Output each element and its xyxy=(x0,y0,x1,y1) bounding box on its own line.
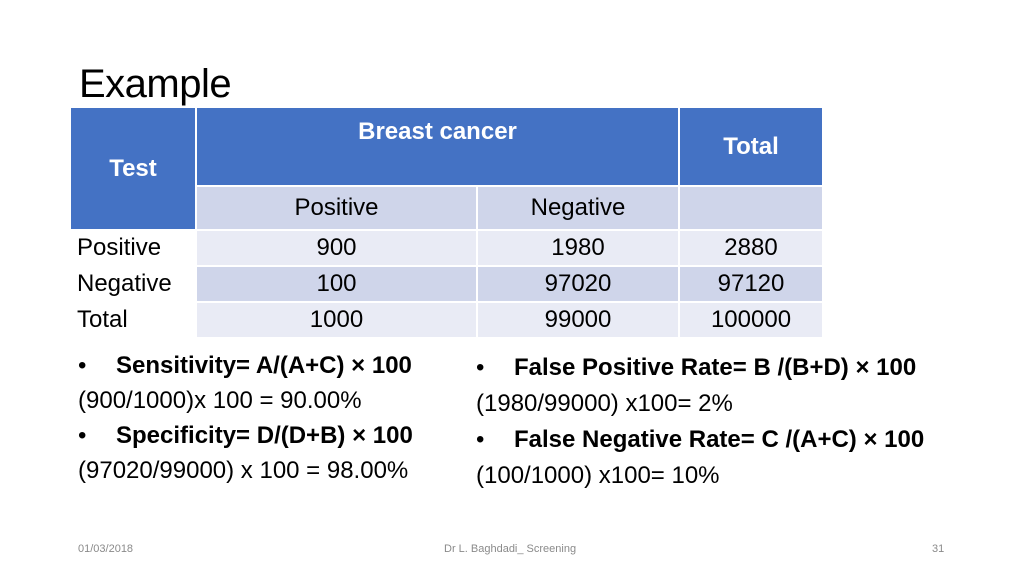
sensitivity-label: Sensitivity= A/(A+C) × 100 xyxy=(116,352,412,379)
bullet-icon: • xyxy=(476,426,485,453)
breast-cancer-label: Breast cancer xyxy=(358,118,517,145)
cell-negative-total: 97120 xyxy=(680,267,822,301)
fnr-label: False Negative Rate= C /(A+C) × 100 xyxy=(514,426,925,453)
fnr-calc: (100/1000) x100= 10% xyxy=(476,462,720,489)
cell-positive-negative: 1980 xyxy=(478,231,678,265)
cell-total-total: 100000 xyxy=(680,303,822,337)
bullet-icon: • xyxy=(78,352,87,379)
row-label-negative: Negative xyxy=(71,267,195,301)
fpr-label: False Positive Rate= B /(B+D) × 100 xyxy=(514,354,917,381)
cell-total-negative: 99000 xyxy=(478,303,678,337)
test-header: Test xyxy=(71,108,195,229)
right-formulas: • False Positive Rate= B /(B+D) × 100 (19… xyxy=(476,350,996,494)
total-header: Total xyxy=(680,108,822,185)
cell-negative-negative: 97020 xyxy=(478,267,678,301)
negative-column-header: Negative xyxy=(478,187,678,229)
cell-positive-total: 2880 xyxy=(680,231,822,265)
specificity-calc: (97020/99000) x 100 = 98.00% xyxy=(78,457,409,484)
positive-column-header: Positive xyxy=(197,187,476,229)
specificity-label: Specificity= D/(D+B) × 100 xyxy=(116,422,413,449)
bullet-icon: • xyxy=(78,422,87,449)
row-label-positive: Positive xyxy=(71,231,195,265)
fpr-formula: • False Positive Rate= B /(B+D) × 100 xyxy=(476,350,996,386)
footer-date: 01/03/2018 xyxy=(78,543,134,555)
breast-cancer-header: Breast cancer xyxy=(197,108,678,185)
left-formulas: • Sensitivity= A/(A+C) × 100 (900/1000)x … xyxy=(78,348,468,488)
bullet-icon: • xyxy=(476,354,485,381)
row-label-total: Total xyxy=(71,303,195,337)
fnr-formula: • False Negative Rate= C /(A+C) × 100 xyxy=(476,422,996,458)
footer-author: Dr L. Baghdadi_ Screening xyxy=(444,543,577,555)
slide-title: Example xyxy=(79,62,232,106)
cell-positive-positive: 900 xyxy=(197,231,476,265)
fpr-calc: (1980/99000) x100= 2% xyxy=(476,390,733,417)
footer-page-number: 31 xyxy=(932,543,945,555)
cell-total-positive: 1000 xyxy=(197,303,476,337)
total-column-empty xyxy=(680,187,822,229)
specificity-formula: • Specificity= D/(D+B) × 100 xyxy=(78,418,468,453)
cell-negative-positive: 100 xyxy=(197,267,476,301)
sensitivity-calc: (900/1000)x 100 = 90.00% xyxy=(78,387,362,414)
sensitivity-formula: • Sensitivity= A/(A+C) × 100 xyxy=(78,348,468,383)
